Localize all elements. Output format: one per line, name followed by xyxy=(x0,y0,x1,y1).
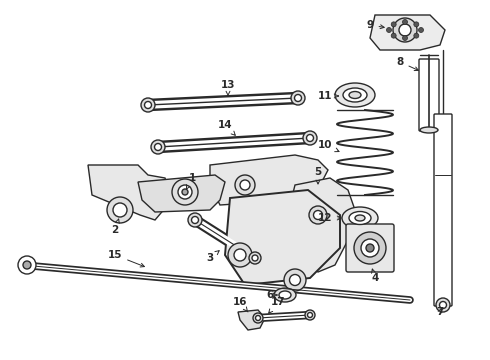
Circle shape xyxy=(234,249,246,261)
Circle shape xyxy=(291,91,305,105)
Text: 14: 14 xyxy=(218,120,235,135)
Circle shape xyxy=(178,185,192,199)
Polygon shape xyxy=(88,165,172,220)
Circle shape xyxy=(294,94,301,102)
Circle shape xyxy=(436,298,450,312)
Circle shape xyxy=(290,275,300,285)
Circle shape xyxy=(18,256,36,274)
Text: 3: 3 xyxy=(206,251,219,263)
Text: 9: 9 xyxy=(367,20,384,30)
Text: 4: 4 xyxy=(371,269,379,283)
Circle shape xyxy=(418,27,423,32)
Text: 12: 12 xyxy=(318,213,341,223)
Ellipse shape xyxy=(274,288,296,302)
Circle shape xyxy=(414,33,419,38)
Circle shape xyxy=(188,213,202,227)
FancyBboxPatch shape xyxy=(346,224,394,272)
Ellipse shape xyxy=(420,127,438,133)
Circle shape xyxy=(361,239,379,257)
Polygon shape xyxy=(238,310,265,330)
Ellipse shape xyxy=(342,207,378,229)
Circle shape xyxy=(240,180,250,190)
Text: 16: 16 xyxy=(233,297,248,312)
Polygon shape xyxy=(210,155,328,205)
Text: 6: 6 xyxy=(267,290,277,300)
Text: 8: 8 xyxy=(396,57,418,71)
Circle shape xyxy=(23,261,31,269)
Circle shape xyxy=(354,232,386,264)
Circle shape xyxy=(305,310,315,320)
Circle shape xyxy=(366,244,374,252)
Text: 13: 13 xyxy=(221,80,235,96)
Polygon shape xyxy=(370,15,445,50)
Circle shape xyxy=(151,140,165,154)
Circle shape xyxy=(228,243,252,267)
Text: 15: 15 xyxy=(108,250,145,267)
Text: 11: 11 xyxy=(318,91,338,101)
Circle shape xyxy=(252,255,258,261)
Circle shape xyxy=(182,189,188,195)
Circle shape xyxy=(399,24,411,36)
Circle shape xyxy=(253,313,263,323)
Circle shape xyxy=(402,19,408,24)
Text: 17: 17 xyxy=(269,297,285,313)
Circle shape xyxy=(141,98,155,112)
Circle shape xyxy=(387,27,392,32)
FancyBboxPatch shape xyxy=(434,114,452,306)
Circle shape xyxy=(391,33,396,38)
Circle shape xyxy=(393,18,417,42)
Ellipse shape xyxy=(349,212,371,225)
Circle shape xyxy=(154,144,162,150)
Ellipse shape xyxy=(279,291,291,299)
Circle shape xyxy=(308,312,313,318)
Circle shape xyxy=(172,179,198,205)
Polygon shape xyxy=(138,175,225,212)
Text: 2: 2 xyxy=(111,219,119,235)
Circle shape xyxy=(249,252,261,264)
Circle shape xyxy=(307,135,314,141)
Circle shape xyxy=(235,175,255,195)
Text: 7: 7 xyxy=(436,307,443,317)
Polygon shape xyxy=(225,190,340,285)
Circle shape xyxy=(314,211,322,220)
Circle shape xyxy=(303,131,317,145)
Circle shape xyxy=(414,22,419,27)
Text: 1: 1 xyxy=(187,173,196,189)
Circle shape xyxy=(402,36,408,41)
FancyBboxPatch shape xyxy=(419,59,439,131)
Circle shape xyxy=(391,22,396,27)
Circle shape xyxy=(192,216,198,224)
Text: 5: 5 xyxy=(315,167,321,184)
Circle shape xyxy=(440,302,446,309)
Ellipse shape xyxy=(335,83,375,107)
Circle shape xyxy=(255,315,261,320)
Polygon shape xyxy=(285,178,355,272)
Ellipse shape xyxy=(349,91,361,99)
Ellipse shape xyxy=(355,215,365,221)
Ellipse shape xyxy=(343,88,367,102)
Circle shape xyxy=(113,203,127,217)
Circle shape xyxy=(107,197,133,223)
Circle shape xyxy=(309,206,327,224)
Circle shape xyxy=(145,102,151,108)
Text: 10: 10 xyxy=(318,140,339,152)
Circle shape xyxy=(284,269,306,291)
